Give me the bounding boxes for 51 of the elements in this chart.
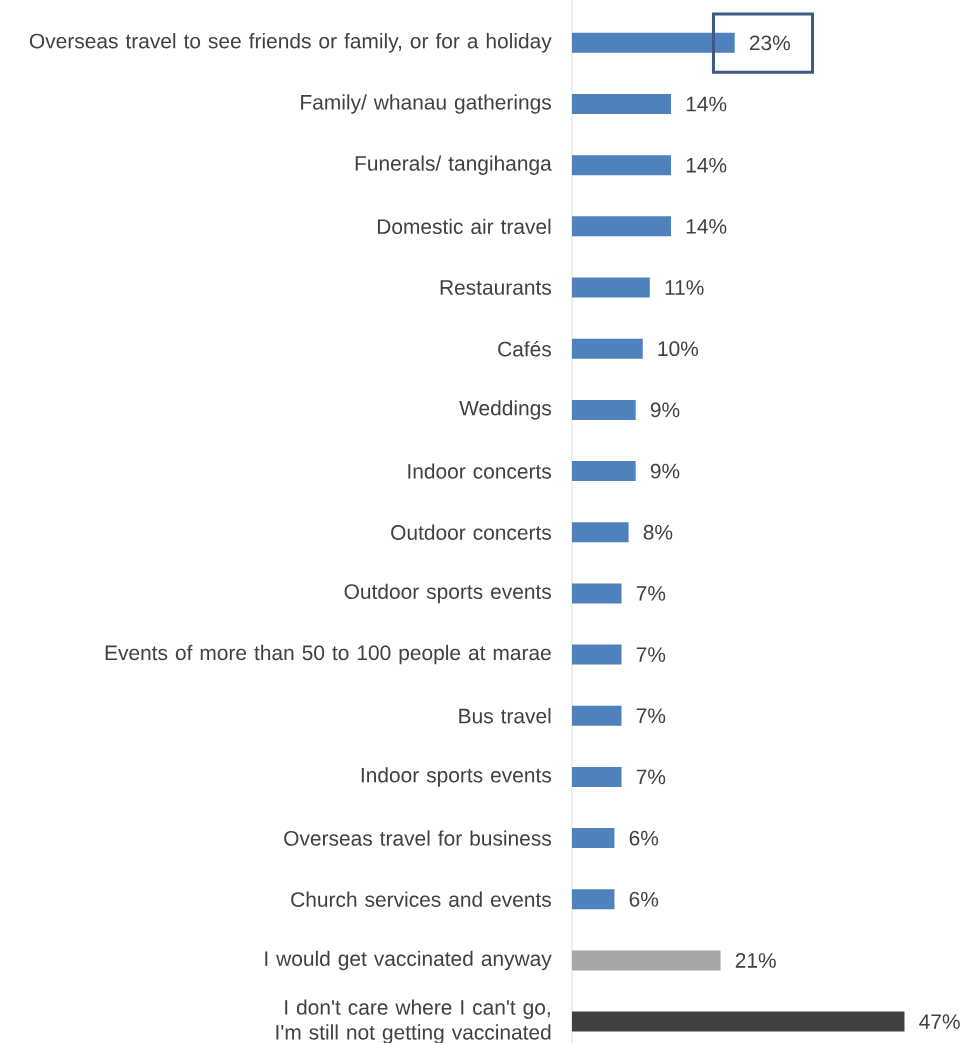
y-tick-label: Restaurants xyxy=(440,280,552,295)
y-tick-label: Events of more than 50 to 100 people at marae xyxy=(105,644,551,665)
bar xyxy=(571,94,672,115)
bar xyxy=(571,1011,905,1032)
y-tick-label: Church services and events xyxy=(291,891,551,907)
data-label: 9% xyxy=(650,463,680,479)
y-tick-label: Overseas travel for business xyxy=(284,830,551,846)
data-label: 47% xyxy=(919,1014,960,1029)
data-label: 7% xyxy=(636,769,666,785)
bar xyxy=(571,950,721,971)
data-label: 8% xyxy=(643,524,673,540)
bar xyxy=(571,461,636,482)
data-label: 14% xyxy=(686,96,727,112)
y-tick-label: Cafés xyxy=(498,340,552,357)
y-tick-label: I don't care where I can't go, I'm still not getting vaccinated xyxy=(276,999,551,1043)
bar xyxy=(571,583,622,604)
y-tick-label: Outdoor sports events xyxy=(344,583,551,604)
y-tick-label: Family/ whanau gatherings xyxy=(301,94,551,114)
data-label: 6% xyxy=(629,891,659,907)
y-tick-label: I would get vaccinated anyway xyxy=(265,950,552,971)
data-label: 14% xyxy=(686,219,727,234)
y-tick-label: Overseas travel to see friends or family, or for a holiday xyxy=(29,33,552,53)
data-label: 10% xyxy=(658,341,699,357)
data-label: 21% xyxy=(735,953,776,968)
data-label: 11% xyxy=(665,280,704,295)
bar xyxy=(571,399,636,420)
y-tick-label: Funerals/ tangihanga xyxy=(355,155,552,175)
bar xyxy=(571,32,735,53)
y-tick-label: Weddings xyxy=(459,400,552,420)
data-label: 7% xyxy=(636,708,666,724)
data-label: 6% xyxy=(629,830,659,846)
y-tick-label: Indoor sports events xyxy=(361,767,551,787)
data-label: 23% xyxy=(749,35,791,51)
data-label: 9% xyxy=(650,402,680,418)
bar xyxy=(571,522,629,543)
bar xyxy=(571,338,643,359)
bar xyxy=(571,155,672,176)
bar xyxy=(571,889,615,910)
y-tick-label: Outdoor concerts xyxy=(391,524,552,540)
y-tick-label: Domestic air travel xyxy=(377,218,551,235)
y-tick-label: Bus travel xyxy=(459,708,551,724)
bar xyxy=(571,705,622,726)
data-label: 7% xyxy=(636,586,666,601)
bar xyxy=(571,644,622,665)
data-label: 7% xyxy=(636,647,666,662)
bar xyxy=(571,766,622,787)
bar xyxy=(571,277,650,298)
data-label: 14% xyxy=(686,157,727,173)
y-tick-label: Indoor concerts xyxy=(408,463,552,479)
bar xyxy=(571,828,615,849)
bar xyxy=(571,216,672,237)
